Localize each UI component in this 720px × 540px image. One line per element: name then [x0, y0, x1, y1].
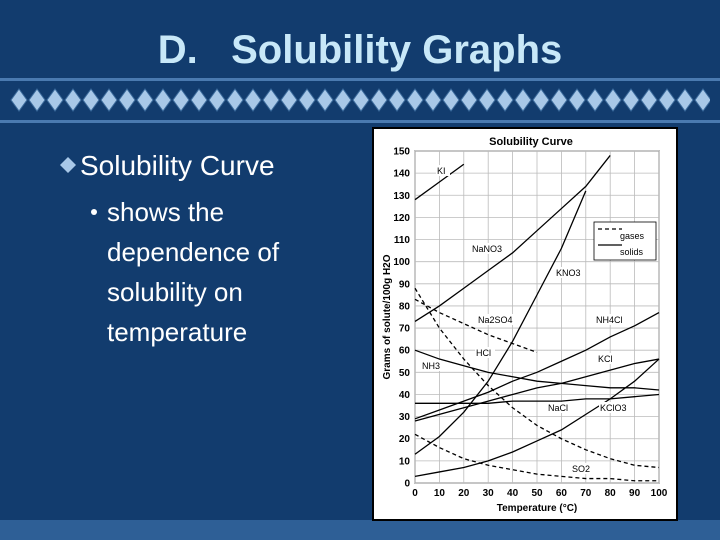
- series-line: [414, 349, 660, 391]
- series-label-bg: [475, 347, 495, 358]
- sub-bullet-line: temperature: [107, 317, 247, 347]
- bullet-text: Solubility Curve: [80, 150, 275, 181]
- legend-box: [593, 221, 657, 261]
- x-axis-label: Temperature (°C): [497, 503, 578, 514]
- sub-bullet-line: solubility on: [107, 277, 243, 307]
- series-label-bg: [436, 165, 450, 176]
- series-label-bg: [421, 360, 441, 371]
- series-line: [414, 163, 465, 201]
- x-tick-label: 0: [412, 488, 418, 499]
- slide-title: D. Solubility Graphs: [158, 28, 563, 72]
- series-line: [414, 358, 660, 422]
- x-tick-label: 40: [507, 488, 519, 499]
- series-label: NH4Cl: [596, 315, 623, 325]
- series-label: HCl: [476, 348, 491, 358]
- chart-title: Solubility Curve: [489, 136, 573, 148]
- x-tick-label: 70: [580, 488, 592, 499]
- series-label-bg: [599, 402, 631, 413]
- x-tick-label: 60: [556, 488, 568, 499]
- y-tick-label: 90: [399, 279, 411, 290]
- series-label: Na2SO4: [478, 315, 513, 325]
- series-label-bg: [555, 267, 581, 278]
- series-label: KClO3: [600, 403, 627, 413]
- series-line: [414, 287, 660, 469]
- series-label: NaNO3: [472, 244, 502, 254]
- sub-bullet-line: dependence of: [107, 237, 280, 267]
- series-line: [414, 190, 587, 455]
- series-label-bg: [477, 314, 515, 325]
- series-line: [414, 298, 538, 354]
- series-label-bg: [547, 402, 573, 413]
- series-line: [414, 312, 660, 420]
- x-tick-label: 50: [531, 488, 543, 499]
- y-tick-label: 40: [399, 390, 411, 401]
- y-tick-label: 10: [399, 456, 411, 467]
- x-tick-label: 30: [483, 488, 495, 499]
- series-label: KCl: [598, 354, 613, 364]
- series-label-bg: [597, 353, 617, 364]
- bullet-icon: [60, 157, 76, 173]
- footer-band: [0, 520, 720, 540]
- series-label: SO2: [572, 464, 590, 474]
- x-tick-label: 100: [651, 488, 668, 499]
- rule: [0, 78, 720, 81]
- y-axis-label: Grams of solute/100g H2O: [382, 254, 393, 379]
- series-line: [415, 393, 660, 404]
- sub-bullet-line: shows the: [107, 197, 224, 227]
- y-tick-label: 140: [393, 169, 410, 180]
- y-tick-label: 150: [393, 147, 410, 158]
- y-tick-label: 80: [399, 301, 411, 312]
- y-tick-label: 60: [399, 346, 411, 357]
- series-line: [414, 358, 660, 477]
- x-tick-label: 20: [458, 488, 470, 499]
- legend-label: gases: [620, 231, 645, 241]
- diamond-border: [10, 88, 710, 112]
- x-tick-label: 90: [629, 488, 641, 499]
- series-line: [414, 433, 659, 482]
- x-tick-label: 80: [605, 488, 617, 499]
- y-tick-label: 120: [393, 213, 410, 224]
- series-label: NaCl: [548, 403, 568, 413]
- y-tick-label: 20: [399, 434, 411, 445]
- y-tick-label: 0: [404, 479, 410, 490]
- x-tick-label: 10: [434, 488, 446, 499]
- series-label: NH3: [422, 361, 440, 371]
- series-line: [414, 155, 611, 322]
- series-label: KNO3: [556, 268, 581, 278]
- y-tick-label: 100: [393, 257, 410, 268]
- series-label: KI: [437, 166, 446, 176]
- y-tick-label: 110: [394, 235, 411, 246]
- series-label-bg: [571, 463, 591, 474]
- y-tick-label: 130: [393, 191, 410, 202]
- series-label-bg: [595, 314, 627, 325]
- sub-bullet-icon: [91, 209, 97, 215]
- y-tick-label: 50: [399, 368, 411, 379]
- rule: [0, 120, 720, 123]
- y-tick-label: 70: [399, 324, 411, 335]
- legend-label: solids: [620, 247, 644, 257]
- y-tick-label: 30: [399, 412, 411, 423]
- series-label-bg: [471, 243, 503, 254]
